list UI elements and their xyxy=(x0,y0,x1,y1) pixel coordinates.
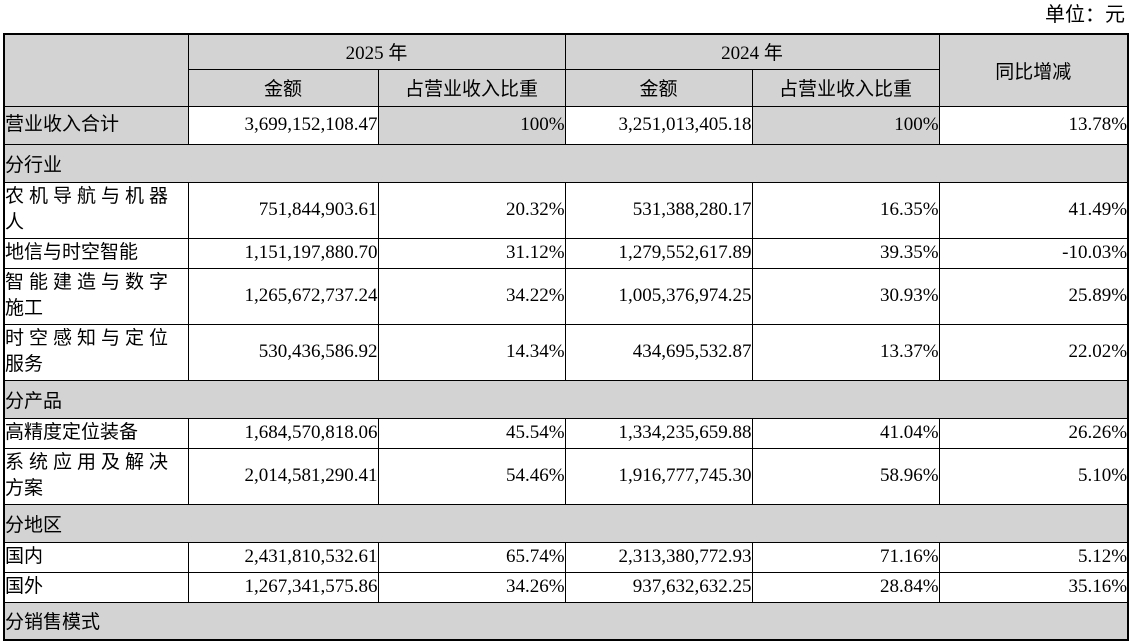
header-amount-2024: 金额 xyxy=(564,68,753,107)
amount-2024-cell: 937,632,632.25 xyxy=(564,571,753,603)
revenue-breakdown-table: 2025 年 2024 年 同比增减 金额 占营业收入比重 金额 占营业收入比重… xyxy=(3,33,1130,641)
share-2025-cell: 20.32% xyxy=(377,181,566,239)
yoy-cell: -10.03% xyxy=(938,237,1129,269)
share-2025-cell: 54.46% xyxy=(377,447,566,505)
yoy-cell: 22.02% xyxy=(938,323,1129,381)
share-2024-cell: 16.35% xyxy=(751,181,940,239)
section-label: 分销售模式 xyxy=(3,601,1129,641)
header-row-years: 2025 年 2024 年 同比增减 xyxy=(3,33,1129,107)
table-row-geoinfo-spatiotemporal: 地信与时空智能 1,151,197,880.70 31.12% 1,279,55… xyxy=(3,237,1129,269)
yoy-cell: 5.12% xyxy=(938,541,1129,573)
yoy-cell: 26.26% xyxy=(938,417,1129,449)
row-label: 国内 xyxy=(3,541,189,573)
amount-2024-cell: 531,388,280.17 xyxy=(564,181,753,239)
header-amount-2025: 金额 xyxy=(187,68,379,107)
amount-2024-cell: 2,313,380,772.93 xyxy=(564,541,753,573)
share-2024-cell: 30.93% xyxy=(751,267,940,325)
amount-2024-cell: 1,916,777,745.30 xyxy=(564,447,753,505)
amount-2024-cell: 1,334,235,659.88 xyxy=(564,417,753,449)
amount-2025-cell: 2,431,810,532.61 xyxy=(187,541,379,573)
amount-2024-cell: 1,279,552,617.89 xyxy=(564,237,753,269)
amount-2024-cell: 434,695,532.87 xyxy=(564,323,753,381)
share-2024-cell: 39.35% xyxy=(751,237,940,269)
row-label: 农机导航与机器 人 xyxy=(3,181,189,239)
amount-2025-cell: 1,265,672,737.24 xyxy=(187,267,379,325)
table-row-total-revenue: 营业收入合计 3,699,152,108.47 100% 3,251,013,4… xyxy=(3,105,1129,145)
section-row-by-product: 分产品 xyxy=(3,379,1129,419)
share-2024-cell: 58.96% xyxy=(751,447,940,505)
share-2025-cell: 14.34% xyxy=(377,323,566,381)
share-2025-cell: 65.74% xyxy=(377,541,566,573)
section-row-by-sales-model: 分销售模式 xyxy=(3,601,1129,641)
share-2025-cell: 45.54% xyxy=(377,417,566,449)
header-corner-cell xyxy=(3,33,189,107)
amount-2025-cell: 751,844,903.61 xyxy=(187,181,379,239)
amount-2024-cell: 3,251,013,405.18 xyxy=(564,105,753,145)
table-row-system-solutions: 系统应用及解决 方案 2,014,581,290.41 54.46% 1,916… xyxy=(3,447,1129,505)
table-row-spatiotemporal-sensing: 时空感知与定位 服务 530,436,586.92 14.34% 434,695… xyxy=(3,323,1129,381)
amount-2025-cell: 3,699,152,108.47 xyxy=(187,105,379,145)
table-row-overseas: 国外 1,267,341,575.86 34.26% 937,632,632.2… xyxy=(3,571,1129,603)
row-label: 系统应用及解决 方案 xyxy=(3,447,189,505)
row-label: 时空感知与定位 服务 xyxy=(3,323,189,381)
share-2024-cell: 41.04% xyxy=(751,417,940,449)
amount-2025-cell: 2,014,581,290.41 xyxy=(187,447,379,505)
section-label: 分产品 xyxy=(3,379,1129,419)
share-2024-cell: 71.16% xyxy=(751,541,940,573)
amount-2025-cell: 1,684,570,818.06 xyxy=(187,417,379,449)
yoy-cell: 35.16% xyxy=(938,571,1129,603)
amount-2025-cell: 1,267,341,575.86 xyxy=(187,571,379,603)
header-year-2024: 2024 年 xyxy=(564,33,940,70)
section-row-by-industry: 分行业 xyxy=(3,143,1129,183)
amount-2025-cell: 1,151,197,880.70 xyxy=(187,237,379,269)
header-share-2025: 占营业收入比重 xyxy=(377,68,566,107)
amount-2025-cell: 530,436,586.92 xyxy=(187,323,379,381)
amount-2024-cell: 1,005,376,974.25 xyxy=(564,267,753,325)
header-yoy-change: 同比增减 xyxy=(938,33,1129,107)
section-label: 分行业 xyxy=(3,143,1129,183)
yoy-cell: 25.89% xyxy=(938,267,1129,325)
yoy-cell: 41.49% xyxy=(938,181,1129,239)
row-label: 营业收入合计 xyxy=(3,105,189,145)
table-row-domestic: 国内 2,431,810,532.61 65.74% 2,313,380,772… xyxy=(3,541,1129,573)
section-label: 分地区 xyxy=(3,503,1129,543)
table-row-agri-nav-robotics: 农机导航与机器 人 751,844,903.61 20.32% 531,388,… xyxy=(3,181,1129,239)
share-2024-cell: 100% xyxy=(751,105,940,145)
row-label: 国外 xyxy=(3,571,189,603)
section-row-by-region: 分地区 xyxy=(3,503,1129,543)
share-2025-cell: 100% xyxy=(377,105,566,145)
yoy-cell: 13.78% xyxy=(938,105,1129,145)
header-year-2025: 2025 年 xyxy=(187,33,566,70)
yoy-cell: 5.10% xyxy=(938,447,1129,505)
share-2025-cell: 31.12% xyxy=(377,237,566,269)
header-share-2024: 占营业收入比重 xyxy=(751,68,940,107)
table-row-smart-construction: 智能建造与数字 施工 1,265,672,737.24 34.22% 1,005… xyxy=(3,267,1129,325)
row-label: 地信与时空智能 xyxy=(3,237,189,269)
share-2024-cell: 28.84% xyxy=(751,571,940,603)
table-row-high-precision-equipment: 高精度定位装备 1,684,570,818.06 45.54% 1,334,23… xyxy=(3,417,1129,449)
header-row-metrics: 金额 占营业收入比重 金额 占营业收入比重 xyxy=(4,68,1128,107)
share-2025-cell: 34.22% xyxy=(377,267,566,325)
share-2025-cell: 34.26% xyxy=(377,571,566,603)
row-label: 高精度定位装备 xyxy=(3,417,189,449)
unit-label: 单位：元 xyxy=(1045,4,1125,26)
share-2024-cell: 13.37% xyxy=(751,323,940,381)
row-label: 智能建造与数字 施工 xyxy=(3,267,189,325)
